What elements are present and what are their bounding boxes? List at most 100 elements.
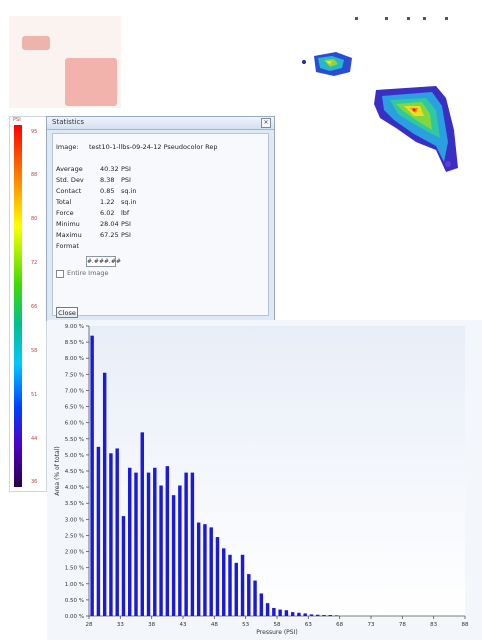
y-tick-label: 3.50 % bbox=[65, 501, 84, 507]
histogram-bar bbox=[203, 524, 207, 616]
histogram-bar bbox=[334, 615, 339, 616]
stat-unit: sq.in bbox=[121, 198, 137, 206]
histogram-bar bbox=[171, 495, 176, 616]
histogram-bar bbox=[316, 614, 320, 616]
x-axis-title: Pressure (PSI) bbox=[256, 629, 297, 636]
scale-tick-label: 36 bbox=[31, 479, 38, 485]
dialog-title: Statistics bbox=[52, 118, 84, 126]
histogram-bar bbox=[184, 472, 188, 616]
histogram-bar bbox=[109, 453, 113, 616]
y-tick-label: 7.00 % bbox=[65, 388, 84, 394]
histogram-bar bbox=[309, 614, 314, 616]
y-tick-label: 6.00 % bbox=[65, 421, 84, 427]
plot-area bbox=[89, 326, 465, 616]
y-tick-label: 4.50 % bbox=[65, 469, 84, 475]
histogram-bar bbox=[272, 607, 276, 616]
scale-tick-label: 66 bbox=[31, 304, 38, 310]
stat-value: 0.85 bbox=[100, 187, 115, 195]
histogram-bar bbox=[215, 537, 220, 616]
stat-value: 40.32 bbox=[100, 165, 119, 173]
x-tick-label: 78 bbox=[399, 622, 406, 628]
histogram-bar bbox=[240, 554, 245, 616]
raw-blob-small bbox=[22, 36, 50, 50]
stat-unit: PSI bbox=[121, 165, 131, 173]
histogram-bar bbox=[290, 612, 295, 616]
format-label: Format bbox=[56, 242, 79, 250]
x-tick-label: 48 bbox=[211, 622, 218, 628]
y-tick-label: 0.00 % bbox=[65, 614, 84, 620]
stat-label: Contact bbox=[56, 187, 82, 195]
raw-blob-large bbox=[65, 58, 117, 106]
x-tick-label: 28 bbox=[86, 622, 93, 628]
histogram-bar bbox=[121, 516, 126, 616]
dialog-title-bar[interactable]: Statistics × bbox=[47, 117, 274, 130]
y-tick-label: 0.50 % bbox=[65, 598, 84, 604]
scale-tick-label: 88 bbox=[31, 172, 38, 178]
stat-value: 8.38 bbox=[100, 176, 115, 184]
y-tick-label: 1.00 % bbox=[65, 582, 84, 588]
histogram-bar bbox=[222, 548, 226, 616]
close-button[interactable]: Close bbox=[56, 307, 78, 318]
histogram-bar bbox=[96, 446, 101, 616]
y-tick-label: 1.50 % bbox=[65, 566, 84, 572]
x-tick-label: 58 bbox=[274, 622, 281, 628]
histogram-bar bbox=[297, 612, 301, 616]
histogram-bar bbox=[90, 335, 94, 616]
entire-image-label: Entire Image bbox=[67, 269, 109, 277]
stat-label: Std. Dev bbox=[56, 176, 84, 184]
y-tick-label: 5.00 % bbox=[65, 453, 84, 459]
y-tick-label: 8.50 % bbox=[65, 340, 84, 346]
stat-label: Maximu bbox=[56, 231, 82, 239]
scale-tick-label: 72 bbox=[31, 260, 38, 266]
entire-image-checkbox[interactable] bbox=[56, 270, 64, 278]
format-input[interactable]: #.###.## bbox=[86, 256, 121, 267]
x-tick-label: 38 bbox=[148, 622, 155, 628]
image-label: Image: bbox=[56, 143, 79, 151]
y-tick-label: 5.50 % bbox=[65, 437, 84, 443]
x-tick-label: 73 bbox=[368, 622, 375, 628]
histogram-bar bbox=[140, 432, 144, 616]
stat-value: 6.02 bbox=[100, 209, 115, 217]
stat-label: Average bbox=[56, 165, 83, 173]
histogram-bar bbox=[209, 527, 213, 616]
histogram-bar bbox=[146, 472, 151, 616]
histogram-bar bbox=[165, 466, 170, 616]
histogram-bar bbox=[159, 485, 163, 616]
histogram-bar bbox=[247, 574, 251, 616]
histogram-bar bbox=[115, 448, 119, 616]
y-tick-label: 3.00 % bbox=[65, 517, 84, 523]
histogram-bar bbox=[284, 610, 289, 616]
stat-unit: PSI bbox=[121, 231, 131, 239]
toolbar-dot bbox=[445, 17, 448, 20]
close-icon[interactable]: × bbox=[261, 118, 271, 128]
stat-value: 67.25 bbox=[100, 231, 119, 239]
scale-unit-label: PSI bbox=[13, 117, 21, 123]
raw-scan-image bbox=[9, 16, 121, 108]
histogram-bar bbox=[278, 609, 282, 616]
pressure-histogram: 0.00 % 0.50 % 1.00 % 1.50 % 2.00 % 2.50 % 3.00… bbox=[47, 320, 482, 640]
histogram-bar bbox=[102, 372, 107, 616]
x-tick-label: 83 bbox=[430, 622, 437, 628]
x-tick-label: 63 bbox=[305, 622, 312, 628]
y-tick-label: 6.50 % bbox=[65, 405, 84, 411]
map-toolbar-dots bbox=[355, 17, 465, 23]
stat-label: Force bbox=[56, 209, 74, 217]
scale-tick-label: 80 bbox=[31, 216, 38, 222]
histogram-bar bbox=[153, 467, 157, 616]
histogram-bar bbox=[234, 562, 238, 616]
pressure-blob-large bbox=[374, 86, 458, 172]
toolbar-dot bbox=[407, 17, 410, 20]
histogram-bar bbox=[303, 613, 307, 616]
stat-value: 1.22 bbox=[100, 198, 115, 206]
y-axis: 0.00 % 0.50 % 1.00 % 1.50 % 2.00 % 2.50 % 3.00… bbox=[65, 324, 90, 620]
y-tick-label: 7.50 % bbox=[65, 372, 84, 378]
scale-tick-label: 58 bbox=[31, 348, 38, 354]
histogram-bar bbox=[265, 603, 270, 616]
y-axis-title: Area (% of total) bbox=[54, 446, 61, 495]
bars bbox=[90, 335, 339, 616]
histogram-bar bbox=[190, 472, 195, 616]
histogram-bar bbox=[328, 615, 332, 616]
x-tick-label: 88 bbox=[462, 622, 469, 628]
toolbar-dot bbox=[423, 17, 426, 20]
statistics-dialog: Statistics × Image: test10-1-llbs-09-24-… bbox=[46, 116, 275, 321]
